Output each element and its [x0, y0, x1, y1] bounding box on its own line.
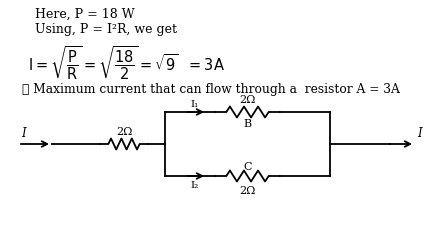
Text: 2Ω: 2Ω — [116, 127, 132, 137]
Text: I: I — [21, 127, 25, 139]
Text: B: B — [243, 118, 251, 129]
Text: I₂: I₂ — [190, 180, 198, 189]
Text: 2Ω: 2Ω — [239, 185, 255, 195]
Text: I₁: I₁ — [190, 100, 198, 109]
Text: 2Ω: 2Ω — [239, 94, 255, 105]
Text: ∴ Maximum current that can flow through a  resistor A = 3A: ∴ Maximum current that can flow through … — [22, 83, 399, 96]
Text: Using, P = I²R, we get: Using, P = I²R, we get — [35, 23, 177, 36]
Text: Here, P = 18 W: Here, P = 18 W — [35, 8, 134, 21]
Text: I: I — [416, 127, 421, 139]
Text: $\mathrm{I} = \sqrt{\dfrac{\mathrm{P}}{\mathrm{R}}} = \sqrt{\dfrac{18}{2}} = \sq: $\mathrm{I} = \sqrt{\dfrac{\mathrm{P}}{\… — [28, 45, 224, 82]
Text: C: C — [243, 161, 251, 171]
